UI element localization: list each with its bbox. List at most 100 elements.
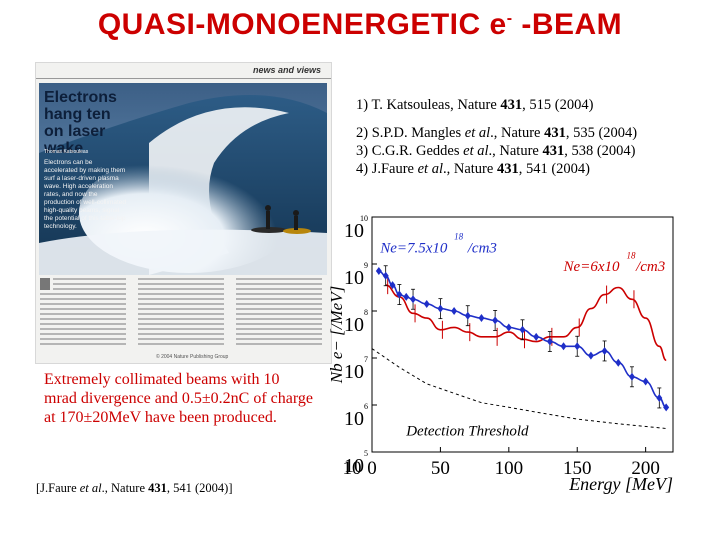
reference-volume: 431 — [542, 143, 565, 159]
blue-series-exponent: 18 — [454, 232, 464, 242]
reference-text: , 541 (2004) — [518, 161, 590, 177]
energy-spectrum-plot: 10 10 10 9 10 8 10 7 10 6 10 5 0 50 100 150 200 10 Nb e− [… — [327, 205, 720, 500]
blue-data-point — [628, 372, 635, 381]
article-lead: Electrons can be accelerated by making t… — [44, 159, 127, 230]
article-column — [138, 278, 224, 353]
blue-data-point — [403, 292, 410, 301]
blue-data-point — [389, 281, 396, 290]
blue-data-point — [656, 393, 663, 402]
blue-data-point — [615, 358, 622, 367]
x-tick-label: 100 — [495, 458, 524, 479]
surfer-figure-right — [283, 210, 311, 234]
plot-frame — [371, 216, 674, 453]
y-tick-exponent: 8 — [364, 308, 368, 317]
x-tick-label: 0 — [367, 458, 377, 479]
y-tick-exponent: 7 — [364, 355, 368, 364]
surfer-wave-photo — [39, 83, 327, 275]
x-tick-label: 200 — [631, 458, 660, 479]
citation-text: [J.Faure — [36, 481, 80, 495]
article-byline: Thomas Katsouleas — [44, 149, 89, 155]
x-axis-offset-label: 10 — [343, 458, 362, 479]
reference-text: ., Nature — [488, 143, 543, 159]
blue-data-point — [519, 325, 526, 334]
nature-article-image: news and views — [35, 62, 332, 364]
blue-data-point — [546, 337, 553, 346]
citation-text: ., Nature — [101, 481, 149, 495]
y-axis-label: Nb e− [/MeV] — [330, 286, 346, 384]
article-column — [40, 278, 126, 353]
blue-series-unit: /cm3 — [467, 240, 497, 256]
red-spectrum-line — [385, 284, 667, 362]
surfer-figure-left — [251, 205, 287, 233]
article-body-columns — [40, 278, 326, 358]
article-copyright: © 2004 Nature Publishing Group — [156, 354, 229, 360]
y-tick-exponent: 9 — [364, 261, 368, 270]
blue-data-point — [437, 304, 444, 313]
blue-data-point — [451, 307, 458, 315]
reference-item: 2) S.P.D. Mangles et al., Nature 431, 53… — [356, 124, 637, 142]
y-tick-label: 10 — [344, 408, 364, 430]
slide-title: QUASI-MONOENERGETIC e- -BEAM — [0, 8, 720, 42]
y-tick-label: 10 — [344, 314, 364, 336]
article-headline: Electrons hang ten on laser wake — [44, 89, 117, 157]
reference-item: 4) J.Faure et al., Nature 431, 541 (2004… — [356, 160, 637, 178]
blue-data-point — [382, 271, 389, 280]
blue-data-point — [464, 311, 471, 320]
reference-text: 2) S.P.D. Mangles — [356, 125, 465, 141]
citation-text: , 541 (2004)] — [166, 481, 233, 495]
y-tick-label: 10 — [344, 267, 364, 289]
blue-data-point — [663, 403, 670, 412]
blue-data-point — [375, 267, 382, 276]
blue-data-point — [574, 342, 581, 351]
reference-text: ., Nature — [443, 161, 497, 177]
blue-data-point — [601, 346, 608, 355]
reference-volume: 431 — [544, 125, 566, 141]
article-column — [236, 278, 322, 353]
y-tick-exponent: 10 — [360, 214, 368, 223]
reference-volume: 431 — [496, 161, 519, 177]
reference-item: 1) T. Katsouleas, Nature 431, 515 (2004) — [356, 96, 637, 114]
detection-threshold-line — [371, 348, 667, 429]
reference-text: , 538 (2004) — [564, 143, 636, 159]
blue-data-point — [478, 314, 485, 323]
y-tick-label: 10 — [344, 220, 364, 242]
slide-title-tail: -BEAM — [512, 8, 623, 41]
figure-citation: [J.Faure et al., Nature 431, 541 (2004)] — [36, 481, 233, 496]
y-tick-label: 10 — [344, 455, 364, 477]
reference-etal: et al — [464, 125, 491, 141]
red-series-exponent: 18 — [626, 250, 636, 260]
reference-text: ., Nature — [490, 125, 545, 141]
magazine-header-rule — [36, 78, 331, 79]
reference-text: , 535 (2004) — [565, 125, 638, 141]
blue-data-point — [533, 332, 540, 341]
blue-series-label: Ne=7.5x10 — [379, 240, 448, 256]
blue-data-point — [410, 295, 417, 304]
blue-data-point — [505, 323, 512, 332]
y-tick-label: 10 — [344, 361, 364, 383]
reference-text: 3) C.G.R. Geddes — [356, 143, 464, 159]
blue-data-point — [396, 290, 403, 299]
x-tick-label: 50 — [431, 458, 450, 479]
reference-volume: 431 — [500, 97, 523, 113]
blue-data-point — [492, 316, 499, 325]
citation-etal: et al — [79, 481, 102, 495]
reference-list: 1) T. Katsouleas, Nature 431, 515 (2004)… — [356, 96, 637, 178]
reference-item: 3) C.G.R. Geddes et al., Nature 431, 538… — [356, 142, 637, 160]
detection-threshold-label: Detection Threshold — [405, 424, 529, 440]
red-series-label: Ne=6x10 — [563, 259, 620, 275]
reference-text: 4) J.Faure — [356, 161, 418, 177]
red-series-unit: /cm3 — [635, 259, 665, 275]
blue-data-point — [560, 342, 567, 351]
reference-etal: et al — [463, 143, 489, 159]
blue-data-point — [642, 377, 649, 386]
x-tick-label: 150 — [563, 458, 592, 479]
magazine-section-label: news and views — [252, 65, 321, 75]
result-caption: Extremely collimated beams with 10 mrad … — [44, 371, 313, 426]
citation-volume: 431 — [148, 481, 167, 495]
drop-cap — [40, 278, 50, 290]
blue-data-point — [587, 351, 594, 360]
reference-etal: et al — [417, 161, 443, 177]
blue-data-point — [423, 299, 430, 308]
x-axis-label: Energy [MeV] — [568, 474, 673, 494]
